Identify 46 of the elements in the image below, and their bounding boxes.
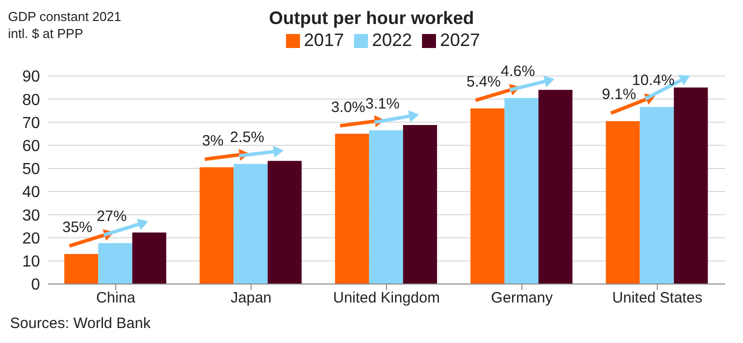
y-tick-label: 30: [22, 207, 40, 224]
chart-title: Output per hour worked: [269, 8, 474, 28]
legend-label: 2017: [304, 30, 344, 50]
annotation: 27%: [96, 208, 127, 226]
annotation: 3%: [202, 132, 224, 150]
y-tick-label: 20: [22, 230, 40, 248]
bar: [674, 88, 708, 284]
y-tick-label: 60: [22, 138, 40, 156]
bar: [470, 108, 504, 284]
annotation: 2.5%: [230, 128, 264, 146]
annotation: 4.6%: [500, 62, 535, 80]
bar: [369, 130, 404, 284]
y-tick-label: 70: [22, 114, 40, 132]
bar: [504, 98, 538, 284]
y-tick-label: 0: [31, 276, 40, 294]
y-tick-label: 50: [22, 161, 40, 178]
annotation: 5.4%: [466, 73, 501, 90]
annotation: 3.0%: [331, 98, 366, 116]
legend-label: 2022: [372, 30, 412, 50]
bar: [200, 167, 234, 284]
bar: [64, 254, 98, 284]
y-tick-label: 40: [22, 184, 40, 202]
annotation: 3.1%: [365, 95, 400, 112]
legend-label: 2027: [440, 30, 480, 50]
x-tick-label: United States: [612, 290, 702, 307]
bar: [268, 160, 302, 284]
bar: [132, 232, 166, 284]
bar: [335, 134, 370, 284]
x-tick-label: United Kingdom: [333, 290, 440, 307]
bar: [98, 243, 132, 284]
x-tick-label: Japan: [230, 290, 272, 307]
annotation: 35%: [62, 218, 92, 236]
annotation: 10.4%: [632, 72, 675, 89]
y-tick-label: 10: [22, 254, 40, 271]
y-axis-title: GDP constant 2021 intl. $ at PPP: [8, 8, 122, 42]
bar: [606, 121, 640, 284]
bar: [538, 90, 572, 284]
y-tick-label: 80: [22, 92, 40, 109]
x-tick-label: China: [96, 290, 136, 307]
y-tick-label: 90: [22, 68, 40, 86]
x-tick-label: Germany: [491, 290, 554, 307]
annotation: 9.1%: [602, 86, 636, 104]
bar: [234, 164, 268, 284]
source-note: Sources: World Bank: [10, 315, 151, 332]
bar: [403, 124, 438, 284]
bar: [640, 106, 674, 284]
